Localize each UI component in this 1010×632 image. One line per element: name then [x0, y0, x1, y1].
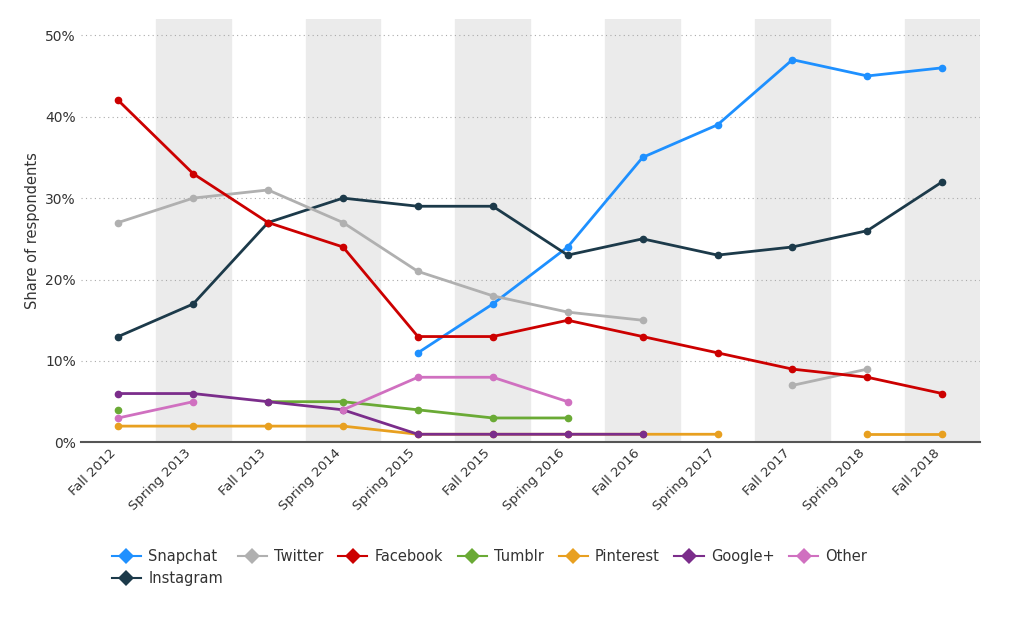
Bar	[156, 19, 230, 442]
Bar	[905, 19, 980, 442]
Bar	[754, 19, 830, 442]
Bar	[305, 19, 381, 442]
Legend: Snapchat, Instagram, Twitter, Facebook, Tumblr, Pinterest, Google+, Other: Snapchat, Instagram, Twitter, Facebook, …	[106, 543, 874, 592]
Bar	[605, 19, 680, 442]
Bar	[456, 19, 530, 442]
Y-axis label: Share of respondents: Share of respondents	[24, 152, 39, 309]
